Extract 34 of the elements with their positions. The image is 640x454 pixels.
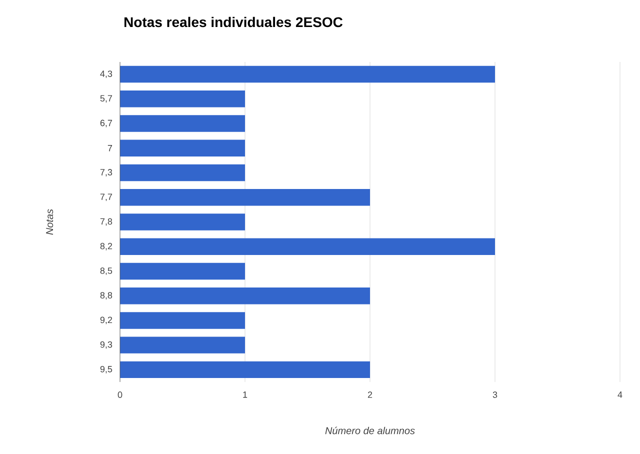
bar bbox=[120, 336, 246, 354]
y-tick-label: 7,7 bbox=[100, 194, 112, 202]
y-tick-label: 8,8 bbox=[100, 292, 112, 300]
x-tick-label: 3 bbox=[492, 392, 498, 398]
y-tick-label: 6,7 bbox=[100, 120, 112, 128]
y-tick-label: 4,3 bbox=[100, 70, 112, 78]
y-tick-label: 9,5 bbox=[100, 366, 112, 374]
y-tick-label: 7 bbox=[108, 145, 112, 152]
bar bbox=[120, 287, 370, 304]
bar bbox=[120, 189, 370, 206]
bar bbox=[120, 164, 246, 182]
y-tick-label: 8,5 bbox=[100, 268, 112, 275]
bar bbox=[120, 312, 246, 329]
y-tick-label: 8,2 bbox=[100, 242, 112, 250]
y-axis-title: Notas bbox=[46, 209, 54, 235]
y-tick-label: 5,7 bbox=[100, 95, 112, 103]
x-tick-label: 4 bbox=[618, 392, 622, 398]
y-tick-label: 9,2 bbox=[100, 316, 112, 324]
chart-title: Notas reales individuales 2ESOC bbox=[124, 16, 343, 28]
y-tick-label: 9,3 bbox=[100, 341, 112, 349]
x-tick-label: 1 bbox=[243, 392, 248, 398]
x-axis-title: Número de alumnos bbox=[325, 426, 415, 434]
bar bbox=[120, 140, 246, 157]
x-tick-label: 0 bbox=[118, 392, 122, 398]
bar bbox=[120, 361, 370, 378]
bar bbox=[120, 214, 246, 230]
y-tick-label: 7,8 bbox=[100, 218, 112, 226]
bar bbox=[120, 238, 495, 255]
bar bbox=[120, 262, 246, 280]
x-tick-label: 2 bbox=[368, 392, 372, 398]
bar bbox=[120, 90, 246, 108]
bar bbox=[120, 115, 246, 132]
bar bbox=[120, 66, 495, 83]
y-tick-label: 7,3 bbox=[100, 169, 112, 176]
